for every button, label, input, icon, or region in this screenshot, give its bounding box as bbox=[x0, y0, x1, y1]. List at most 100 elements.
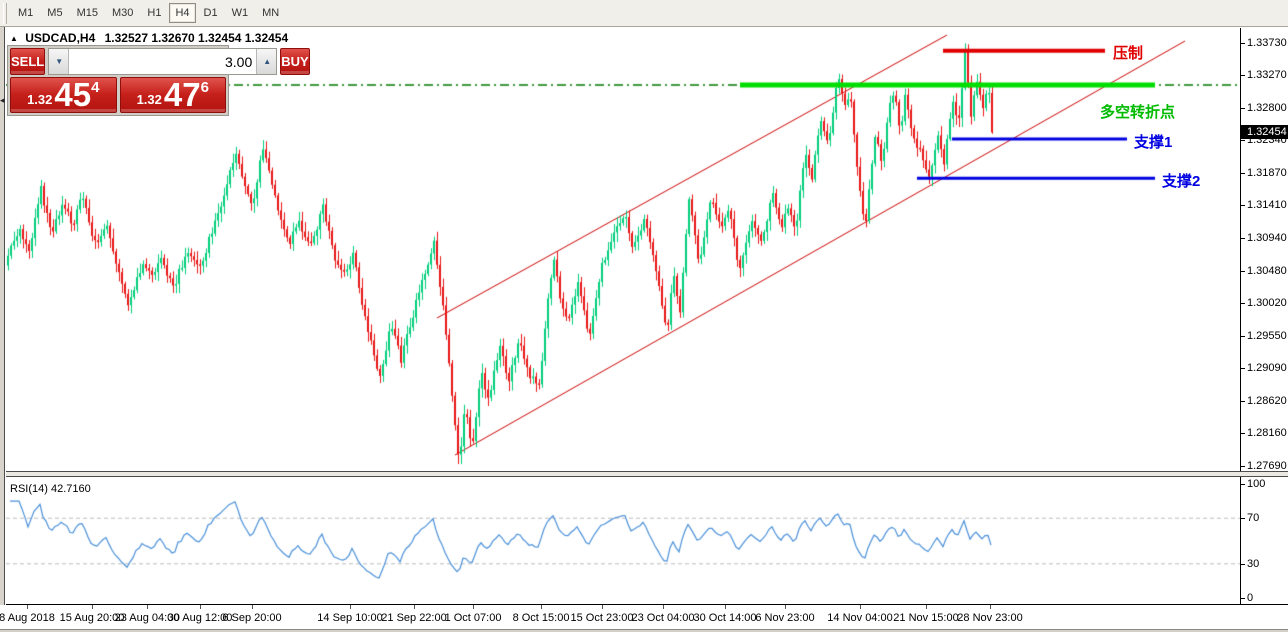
timeframe-button-m5[interactable]: M5 bbox=[47, 7, 63, 19]
buy-price-prefix: 1.32 bbox=[136, 92, 162, 107]
price-axis-label: 1.31870 bbox=[1247, 167, 1287, 180]
price-axis-label: 1.31410 bbox=[1247, 199, 1287, 212]
time-tick-mark bbox=[414, 605, 415, 609]
time-tick-mark bbox=[725, 605, 726, 609]
rsi-tick-mark bbox=[1241, 484, 1245, 485]
window-bottom-border bbox=[0, 629, 1288, 632]
time-axis-label: 8 Oct 15:00 bbox=[512, 612, 570, 624]
support2-label[interactable]: 支撑2 bbox=[1162, 173, 1201, 190]
resistance-label[interactable]: 压制 bbox=[1113, 45, 1144, 62]
chart-title: ▲ USDCAD,H4 1.32527 1.32670 1.32454 1.32… bbox=[10, 31, 288, 45]
volume-increase-button[interactable]: ▲ bbox=[256, 49, 277, 74]
panel-collapse-arrow-icon[interactable]: ◂ bbox=[0, 95, 5, 105]
timeframe-button-m1[interactable]: M1 bbox=[18, 7, 34, 19]
price-tick-mark bbox=[1241, 75, 1245, 77]
time-axis-label: 30 Oct 14:00 bbox=[693, 612, 757, 624]
time-axis-label: 6 Nov 23:00 bbox=[755, 612, 815, 624]
one-click-trading-panel: SELL ▼ ▲ BUY 1.32 45 4 1.32 47 6 bbox=[7, 45, 310, 116]
volume-input[interactable] bbox=[69, 49, 257, 74]
price-axis-label: 1.33270 bbox=[1247, 69, 1287, 82]
time-axis-label: 21 Sep 22:00 bbox=[381, 612, 447, 624]
time-axis-label: 15 Aug 20:00 bbox=[59, 612, 125, 624]
timeframe-buttons: M1 M5 M15 M30 H1 H4 D1 W1 MN bbox=[11, 3, 286, 23]
price-chart-canvas[interactable] bbox=[6, 28, 1240, 471]
timeframe-button-m15[interactable]: M15 bbox=[76, 7, 98, 19]
support1-label[interactable]: 支撑1 bbox=[1134, 134, 1173, 151]
price-tick-mark bbox=[1241, 270, 1245, 272]
price-tick-mark bbox=[1241, 108, 1245, 110]
sell-price-display[interactable]: 1.32 45 4 bbox=[10, 77, 117, 113]
rsi-axis-label: 100 bbox=[1247, 478, 1266, 490]
price-axis-label: 1.30480 bbox=[1247, 264, 1287, 277]
timeframe-button-mn[interactable]: MN bbox=[262, 7, 280, 19]
current-price-badge: 1.32454 bbox=[1241, 125, 1288, 140]
volume-spinner: ▼ ▲ bbox=[48, 48, 278, 75]
sell-price-pips: 45 bbox=[54, 76, 92, 113]
chart-symbol-period: USDCAD,H4 bbox=[25, 31, 96, 45]
timeframe-toolbar: M1 M5 M15 M30 H1 H4 D1 W1 MN bbox=[0, 0, 1288, 27]
buy-price-display[interactable]: 1.32 47 6 bbox=[119, 77, 226, 113]
rsi-tick-mark bbox=[1241, 598, 1245, 599]
price-axis-border bbox=[1240, 28, 1241, 605]
time-tick-mark bbox=[785, 605, 786, 609]
buy-button[interactable]: BUY bbox=[280, 48, 310, 75]
price-axis-label: 1.29550 bbox=[1247, 329, 1287, 342]
pivot-label[interactable]: 多空转折点 bbox=[1100, 104, 1176, 121]
time-tick-mark bbox=[926, 605, 927, 609]
rsi-axis-label: 0 bbox=[1247, 592, 1254, 604]
time-axis-label: 6 Sep 20:00 bbox=[222, 612, 282, 624]
symbol-marker-icon: ▲ bbox=[10, 34, 18, 43]
time-axis-label: 1 Oct 07:00 bbox=[444, 612, 502, 624]
chart-ohlc-values: 1.32527 1.32670 1.32454 1.32454 bbox=[104, 31, 289, 45]
time-axis-label: 30 Aug 12:00 bbox=[167, 612, 233, 624]
sell-button[interactable]: SELL bbox=[10, 48, 46, 75]
sell-price-prefix: 1.32 bbox=[27, 92, 53, 107]
time-axis-label: 23 Oct 04:00 bbox=[631, 612, 695, 624]
price-axis-label: 1.32800 bbox=[1247, 102, 1287, 115]
price-tick-mark bbox=[1241, 173, 1245, 175]
time-tick-mark bbox=[860, 605, 861, 609]
time-tick-mark bbox=[27, 605, 28, 609]
time-axis-label: 23 Aug 04:00 bbox=[114, 612, 180, 624]
price-axis-label: 1.33730 bbox=[1247, 37, 1287, 49]
time-tick-mark bbox=[541, 605, 542, 609]
time-axis-label: 8 Aug 2018 bbox=[0, 612, 55, 624]
time-tick-mark bbox=[92, 605, 93, 609]
time-axis[interactable] bbox=[0, 605, 1288, 629]
price-axis-label: 1.28160 bbox=[1247, 427, 1287, 440]
timeframe-button-d1[interactable]: D1 bbox=[203, 7, 218, 19]
rsi-tick-mark bbox=[1241, 518, 1245, 520]
timeframe-button-h1[interactable]: H1 bbox=[147, 7, 162, 19]
time-tick-mark bbox=[473, 605, 474, 609]
time-tick-mark bbox=[200, 605, 201, 609]
timeframe-button-h4[interactable]: H4 bbox=[169, 3, 196, 23]
time-axis-label: 28 Nov 23:00 bbox=[957, 612, 1023, 624]
sell-price-point: 4 bbox=[91, 79, 100, 96]
rsi-chart-canvas[interactable] bbox=[6, 478, 1240, 604]
price-tick-mark bbox=[1241, 335, 1245, 337]
price-axis-label: 1.30940 bbox=[1247, 232, 1287, 245]
price-tick-mark bbox=[1241, 140, 1245, 142]
pane-splitter[interactable] bbox=[6, 471, 1288, 477]
rsi-tick-mark bbox=[1241, 563, 1245, 565]
rsi-indicator-label: RSI(14) 42.7160 bbox=[10, 483, 91, 495]
price-axis-label: 1.28620 bbox=[1247, 394, 1287, 407]
timeframe-button-m30[interactable]: M30 bbox=[111, 7, 134, 19]
window-left-border bbox=[0, 27, 5, 632]
time-tick-mark bbox=[663, 605, 664, 609]
timeframe-button-w1[interactable]: W1 bbox=[231, 7, 249, 19]
time-tick-mark bbox=[252, 605, 253, 609]
time-tick-mark bbox=[350, 605, 351, 609]
price-axis-label: 1.27690 bbox=[1247, 460, 1287, 472]
volume-decrease-button[interactable]: ▼ bbox=[49, 49, 70, 74]
rsi-pane-bottom-border bbox=[6, 604, 1288, 605]
time-axis-label: 14 Sep 10:00 bbox=[317, 612, 383, 624]
time-tick-mark bbox=[990, 605, 991, 609]
price-tick-mark bbox=[1241, 466, 1245, 467]
price-tick-mark bbox=[1241, 302, 1245, 304]
price-tick-mark bbox=[1241, 205, 1245, 207]
price-tick-mark bbox=[1241, 367, 1245, 369]
time-axis-label: 14 Nov 04:00 bbox=[827, 612, 893, 624]
toolbar-grip-icon[interactable] bbox=[3, 2, 7, 24]
